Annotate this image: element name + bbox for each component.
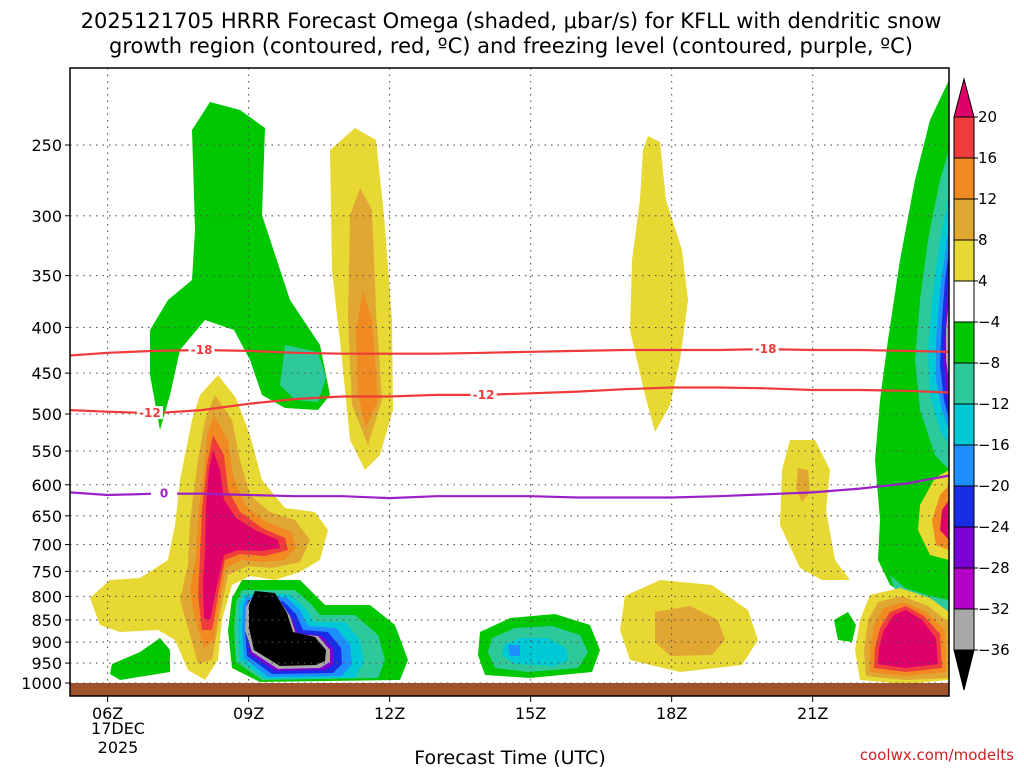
y-tick-label: 250 <box>31 136 62 155</box>
omega-region <box>356 290 378 428</box>
chart-title-line1: 2025121705 HRRR Forecast Omega (shaded, … <box>81 9 942 33</box>
colorbar-label: −32 <box>978 600 1010 618</box>
colorbar-label: 20 <box>978 108 997 126</box>
omega-region <box>110 638 170 680</box>
x-axis: 06Z 09Z 12Z 15Z 18Z 21Z <box>92 696 828 723</box>
temperature-contours: -18 -18 -12 -12 0 <box>70 342 949 501</box>
colorbar-label: −28 <box>978 559 1010 577</box>
colorbar-segment <box>953 362 975 405</box>
x-axis-label: Forecast Time (UTC) <box>414 747 605 768</box>
colorbar-segment <box>953 526 975 569</box>
colorbar-label: 12 <box>978 190 997 208</box>
colorbar: 20 16 12 8 4 −4 −8 −12 −16 −20 −24 −28 −32 −36 <box>953 77 1010 691</box>
contour-label-bg <box>136 406 163 420</box>
x-tick-label: 15Z <box>515 704 546 723</box>
y-axis: 250 300 350 400 450 500 550 600 650 700 750 800 850 9… <box>21 136 70 693</box>
date-label-day: 17DEC <box>91 719 145 738</box>
colorbar-label: −8 <box>978 354 1000 372</box>
y-tick-label: 1000 <box>21 674 62 693</box>
omega-region <box>940 500 949 540</box>
colorbar-label: −16 <box>978 436 1010 454</box>
contour-line <box>70 474 949 500</box>
y-tick-label: 550 <box>31 442 62 461</box>
contour-line <box>70 386 949 415</box>
y-tick-label: 600 <box>31 476 62 495</box>
y-tick-label: 850 <box>31 611 62 630</box>
y-tick-label: 400 <box>31 318 62 337</box>
y-tick-label: 500 <box>31 405 62 424</box>
plot-frame <box>69 67 950 697</box>
colorbar-label: 8 <box>978 231 988 249</box>
colorbar-segment <box>953 116 975 159</box>
colorbar-label: −24 <box>978 518 1010 536</box>
contour-label: 0 <box>160 487 168 501</box>
y-tick-label: 750 <box>31 562 62 581</box>
y-tick-label: 900 <box>31 633 62 652</box>
omega-region <box>655 606 725 656</box>
colorbar-label: −36 <box>978 641 1010 659</box>
colorbar-label: 16 <box>978 149 997 167</box>
y-tick-label: 350 <box>31 267 62 286</box>
colorbar-label: −12 <box>978 395 1010 413</box>
contour-label: -18 <box>191 343 213 357</box>
date-label-year: 2025 <box>98 738 139 757</box>
contour-label-bg <box>188 343 215 357</box>
y-tick-label: 700 <box>31 536 62 555</box>
colorbar-segment <box>953 567 975 610</box>
x-tick-label: 06Z <box>92 704 123 723</box>
contour-label: -18 <box>755 342 777 356</box>
colorbar-segment <box>953 444 975 487</box>
omega-region <box>203 450 280 620</box>
chart-title-line2: growth region (contoured, red, ºC) and f… <box>109 34 913 58</box>
colorbar-segment <box>953 239 975 282</box>
colorbar-segment <box>953 280 975 323</box>
colorbar-segment <box>953 485 975 528</box>
y-tick-label: 450 <box>31 364 62 383</box>
ground-strip <box>70 683 949 696</box>
omega-shading <box>90 80 949 684</box>
colorbar-segment <box>953 157 975 200</box>
y-tick-label: 650 <box>31 507 62 526</box>
x-tick-label: 21Z <box>797 704 828 723</box>
colorbar-under-triangle <box>953 649 975 691</box>
omega-region <box>508 645 520 656</box>
contour-label-bg <box>470 387 497 401</box>
contour-label-bg <box>752 342 779 356</box>
colorbar-segment <box>953 321 975 364</box>
colorbar-label: −20 <box>978 477 1010 495</box>
omega-region <box>630 136 688 432</box>
colorbar-segment <box>953 608 975 651</box>
colorbar-over-triangle <box>953 77 975 118</box>
x-tick-label: 18Z <box>656 704 687 723</box>
y-tick-label: 300 <box>31 207 62 226</box>
colorbar-label: 4 <box>978 272 988 290</box>
y-tick-label: 950 <box>31 654 62 673</box>
colorbar-segment <box>953 403 975 446</box>
x-tick-label: 09Z <box>233 704 264 723</box>
colorbar-label: −4 <box>978 313 1000 331</box>
credit-link[interactable]: coolwx.com/modelts <box>860 746 1014 764</box>
omega-region <box>280 345 326 402</box>
y-tick-label: 800 <box>31 587 62 606</box>
omega-region <box>878 610 938 668</box>
x-tick-label: 12Z <box>374 704 405 723</box>
contour-label: -12 <box>473 388 495 402</box>
omega-region <box>249 591 326 666</box>
colorbar-segment <box>953 198 975 241</box>
contour-label-bg <box>151 486 178 500</box>
contour-label: -12 <box>139 406 161 420</box>
